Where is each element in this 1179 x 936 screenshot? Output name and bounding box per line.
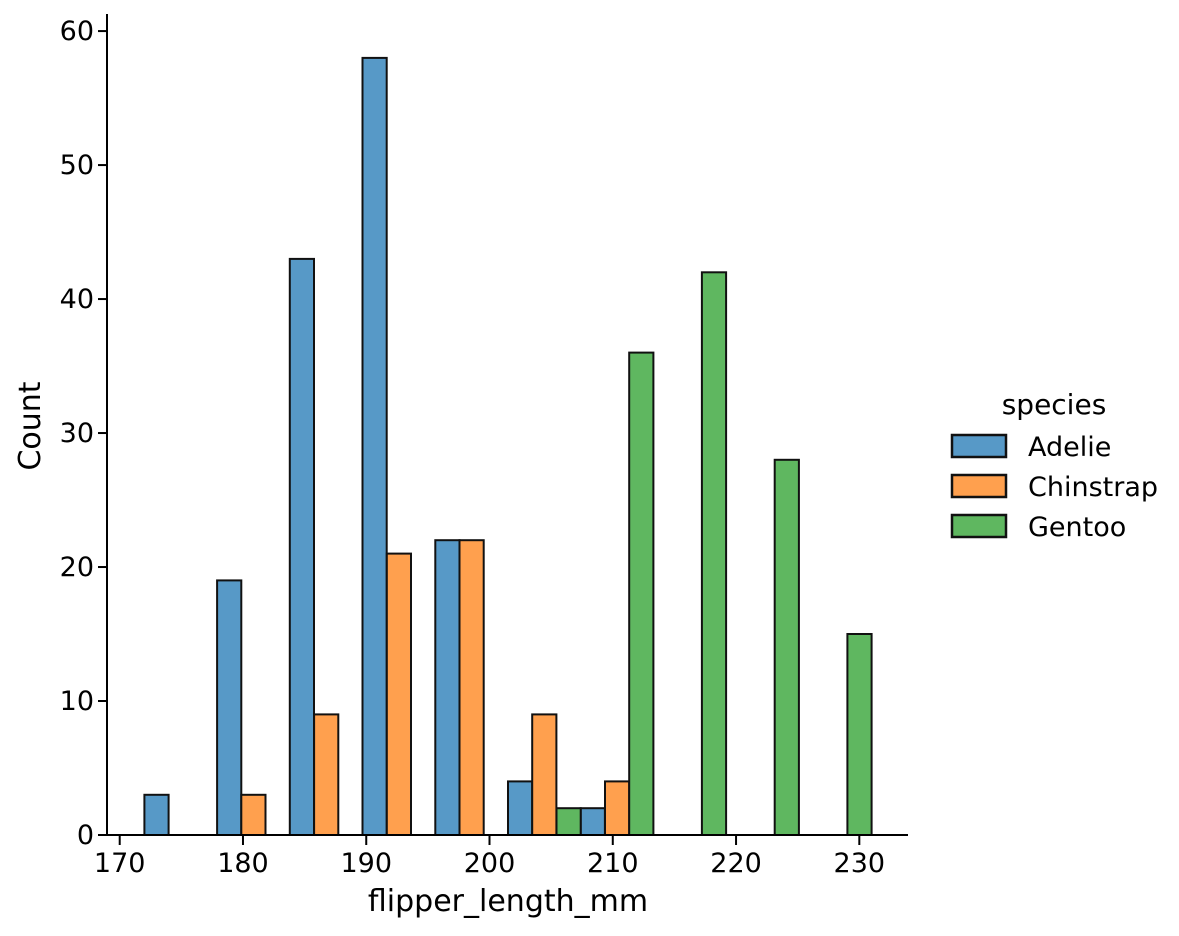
y-tick-label: 60 [60,16,94,47]
legend-entry-adelie: Adelie [950,432,1111,463]
bar-adelie-bin6 [579,807,606,837]
y-tick-label: 10 [60,686,94,717]
bar-adelie-bin3 [361,56,388,836]
y-tick-label: 0 [77,820,94,851]
y-tick-label: 50 [60,150,94,181]
bar-chinstrap-bin3 [385,552,412,836]
x-tick-label: 180 [217,848,269,879]
bar-adelie-bin0 [143,793,170,836]
bar-gentoo-bin5 [555,807,582,837]
x-tick-label: 230 [834,848,886,879]
bar-chinstrap-bin4 [458,539,485,836]
x-tick-label: 220 [710,848,762,879]
bar-adelie-bin4 [434,539,461,836]
bar-chinstrap-bin1 [240,793,267,836]
bar-gentoo-bin7 [700,271,728,836]
bar-chinstrap-bin2 [313,713,340,837]
bar-gentoo-bin9 [846,633,873,836]
x-ticks: 170 180 190 200 210 220 230 [94,836,885,879]
bar-chinstrap-bin5 [531,713,558,837]
x-tick-label: 210 [587,848,639,879]
x-tick-label: 200 [464,848,516,879]
legend-label-gentoo: Gentoo [1028,512,1126,543]
y-tick-label: 20 [60,552,94,583]
legend-entry-gentoo: Gentoo [950,512,1126,543]
y-tick-label: 40 [60,284,94,315]
x-tick-label: 170 [94,848,146,879]
legend-label-adelie: Adelie [1028,432,1111,463]
legend-entry-chinstrap: Chinstrap [950,472,1158,503]
y-tick-label: 30 [60,418,94,449]
y-ticks: 0 10 20 30 40 50 60 [60,16,107,851]
bars-layer [143,56,873,837]
legend-swatch-gentoo [950,513,1008,539]
bar-adelie-bin2 [288,257,315,836]
y-axis-label: Count [13,381,48,470]
bar-adelie-bin1 [216,579,243,837]
x-tick-label: 190 [340,848,392,879]
x-axis-label: flipper_length_mm [368,884,648,919]
legend-swatch-chinstrap [950,473,1008,499]
bar-gentoo-bin8 [773,458,800,836]
bar-adelie-bin5 [507,780,534,837]
legend-swatch-adelie [950,433,1008,459]
legend-title: species [1002,388,1107,421]
bar-gentoo-bin6 [628,351,655,836]
legend: species Adelie Chinstrap Gentoo [950,388,1158,543]
bar-chinstrap-bin6 [604,780,631,837]
legend-label-chinstrap: Chinstrap [1028,472,1158,503]
